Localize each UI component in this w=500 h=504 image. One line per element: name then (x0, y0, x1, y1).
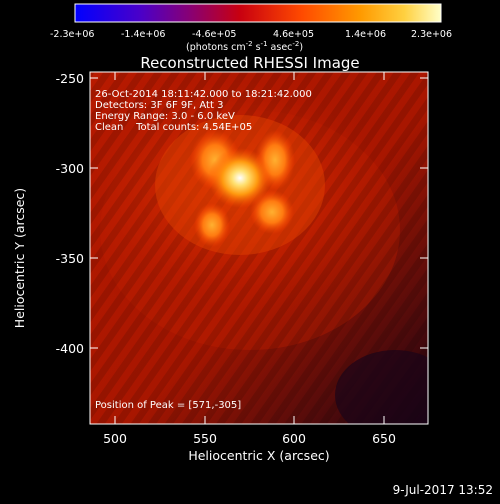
annotation-peak-position: Position of Peak = [571,-305] (95, 400, 241, 411)
annotation-total-counts: Clean Total counts: 4.54E+05 (95, 122, 252, 133)
annotation-detectors: Detectors: 3F 6F 9F, Att 3 (95, 100, 223, 111)
plot-title: Reconstructed RHESSI Image (140, 54, 359, 72)
annotation-time-range: 26-Oct-2014 18:11:42.000 to 18:21:42.000 (95, 89, 312, 100)
colorbar-tick: 1.4e+06 (345, 29, 386, 40)
colorbar-units: (photons cm-2 s-1 asec-2) (186, 40, 303, 53)
y-tick-label: -300 (56, 161, 84, 176)
plot-frame (89, 71, 429, 425)
y-axis-label: Heliocentric Y (arcsec) (12, 188, 27, 328)
colorbar-tick: -4.6e+05 (192, 29, 236, 40)
flare-peak (208, 148, 272, 208)
x-tick-label: 650 (372, 431, 396, 446)
x-tick-label: 600 (282, 431, 306, 446)
colorbar: -2.3e+06 -1.4e+06 -4.6e+05 4.6e+05 1.4e+… (50, 3, 452, 53)
rhessi-image (90, 72, 428, 424)
colorbar-tick: -1.4e+06 (121, 29, 165, 40)
y-tick-label: -250 (56, 71, 84, 86)
x-axis-label: Heliocentric X (arcsec) (188, 448, 329, 463)
axis-ticks (90, 72, 428, 424)
colorbar-tick: -2.3e+06 (50, 29, 94, 40)
colorbar-strip (74, 3, 442, 23)
annotation-energy-range: Energy Range: 3.0 - 6.0 keV (95, 111, 235, 122)
x-tick-label: 550 (193, 431, 217, 446)
colorbar-tick: 4.6e+05 (273, 29, 314, 40)
y-tick-label: -400 (56, 341, 84, 356)
y-tick-label: -350 (56, 251, 84, 266)
date-stamp: 9-Jul-2017 13:52 (393, 483, 493, 497)
x-tick-label: 500 (103, 431, 127, 446)
colorbar-tick: 2.3e+06 (411, 29, 452, 40)
